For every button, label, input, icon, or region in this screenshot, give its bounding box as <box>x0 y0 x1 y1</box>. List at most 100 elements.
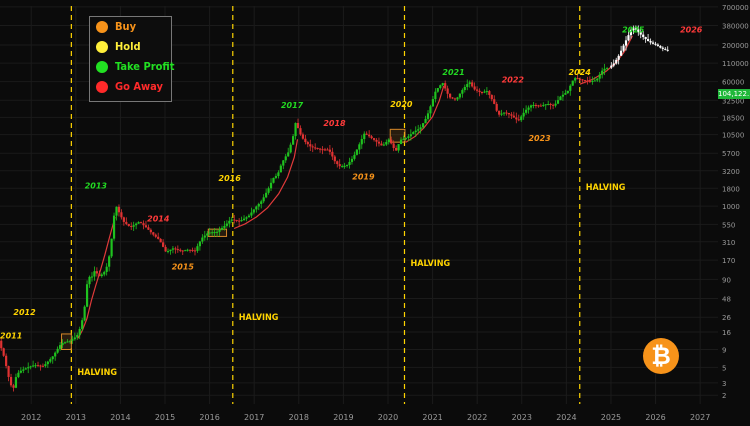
price-candle-body <box>171 248 175 250</box>
price-candle-body <box>542 105 545 107</box>
projection-candle-body <box>617 55 620 60</box>
price-candle-body <box>100 274 103 277</box>
price-candle-body <box>434 91 437 100</box>
price-candle-body <box>412 132 415 135</box>
price-candle-body <box>245 217 248 219</box>
price-candle-body <box>385 142 388 145</box>
price-candle-body <box>586 80 589 82</box>
price-candle-body <box>12 385 15 388</box>
price-candle-body <box>51 356 54 360</box>
projection-candle-body <box>654 43 657 45</box>
price-candle-body <box>436 88 439 92</box>
y-tick-label: 3200 <box>722 168 740 176</box>
price-candle-body <box>414 130 417 133</box>
legend-item-take-profit: Take Profit <box>90 57 174 77</box>
x-tick-label: 2022 <box>467 413 487 422</box>
projection-candle-body <box>644 36 647 40</box>
price-candle-body <box>483 91 486 93</box>
halving-label: HALVING <box>586 183 626 193</box>
price-candle-body <box>556 100 560 104</box>
price-candle-body <box>547 104 550 106</box>
price-candle-body <box>179 249 182 251</box>
price-candle-body <box>498 110 501 115</box>
price-candle-body <box>220 227 224 230</box>
price-candle-body <box>593 80 596 82</box>
price-candle-body <box>402 138 405 140</box>
price-candle-body <box>61 342 64 346</box>
year-marker: 2023 <box>528 134 551 143</box>
price-candle-body <box>122 217 125 222</box>
price-candle-body <box>495 103 498 111</box>
y-tick-label: 16 <box>722 329 731 337</box>
price-candle-body <box>569 85 572 91</box>
legend-item-hold: Hold <box>90 37 171 57</box>
y-tick-label: 550 <box>722 221 735 229</box>
price-candle-body <box>142 223 145 226</box>
y-tick-label: 1000 <box>722 203 740 211</box>
price-candle-body <box>58 345 62 349</box>
price-candle-body <box>282 160 285 166</box>
price-candle-body <box>262 197 265 202</box>
price-candle-body <box>419 127 422 130</box>
price-candle-body <box>137 222 140 224</box>
projection-candle-body <box>632 28 635 31</box>
price-candle-body <box>98 273 101 277</box>
price-candle-body <box>186 249 189 251</box>
price-candle-body <box>63 342 67 344</box>
year-marker: 2011 <box>0 331 22 340</box>
price-candle-body <box>110 238 113 257</box>
price-candle-body <box>230 219 233 221</box>
price-candle-body <box>377 141 381 144</box>
price-candle-body <box>328 149 332 152</box>
price-candle-body <box>95 271 98 274</box>
price-candle-body <box>223 225 226 228</box>
year-marker: 2025 <box>622 26 645 35</box>
price-candle-body <box>301 134 305 139</box>
price-candle-body <box>166 251 170 253</box>
y-tick-label: 10500 <box>722 132 744 140</box>
support-curve <box>233 139 299 230</box>
price-candle-body <box>581 79 584 81</box>
year-marker: 2019 <box>352 173 375 182</box>
price-candle-body <box>112 215 116 239</box>
price-candle-body <box>213 232 216 234</box>
price-candle-body <box>176 249 179 251</box>
price-candle-body <box>333 156 336 162</box>
price-candle-body <box>598 74 601 79</box>
x-tick-label: 2014 <box>110 413 130 422</box>
price-candle-body <box>191 249 194 251</box>
price-candle-body <box>395 147 398 151</box>
price-candle-body <box>73 337 76 340</box>
price-candle-body <box>215 231 219 233</box>
price-candle-body <box>446 88 449 94</box>
projection-candle-body <box>639 32 642 35</box>
y-tick-label: 18500 <box>722 114 744 122</box>
price-candle-body <box>520 116 523 121</box>
price-candle-body <box>159 238 162 243</box>
price-candle-body <box>193 250 197 252</box>
price-candle-body <box>269 182 273 189</box>
y-tick-label: 3 <box>722 380 726 388</box>
price-candle-body <box>490 94 493 100</box>
price-candle-body <box>93 271 96 277</box>
price-candle-body <box>68 340 72 342</box>
price-candle-body <box>309 144 312 147</box>
x-tick-label: 2024 <box>556 413 576 422</box>
price-candle-body <box>71 339 74 341</box>
legend-swatch-hold <box>96 41 108 53</box>
price-candle-body <box>323 149 327 151</box>
price-candle-body <box>196 246 199 251</box>
last-price-tag: 104,122.18 <box>718 89 750 99</box>
x-tick-label: 2021 <box>422 413 442 422</box>
x-tick-label: 2018 <box>289 413 309 422</box>
legend-swatch-take-profit <box>96 61 108 73</box>
price-candle-body <box>387 139 390 143</box>
price-candle-body <box>353 154 356 159</box>
price-candle-body <box>198 241 202 247</box>
price-candle-body <box>407 136 410 138</box>
price-candle-body <box>493 99 496 104</box>
price-candle-body <box>510 114 513 116</box>
y-tick-label: 90 <box>722 276 731 284</box>
price-candle-body <box>81 320 84 329</box>
bitcoin-logo-icon: ₿ <box>643 338 679 374</box>
